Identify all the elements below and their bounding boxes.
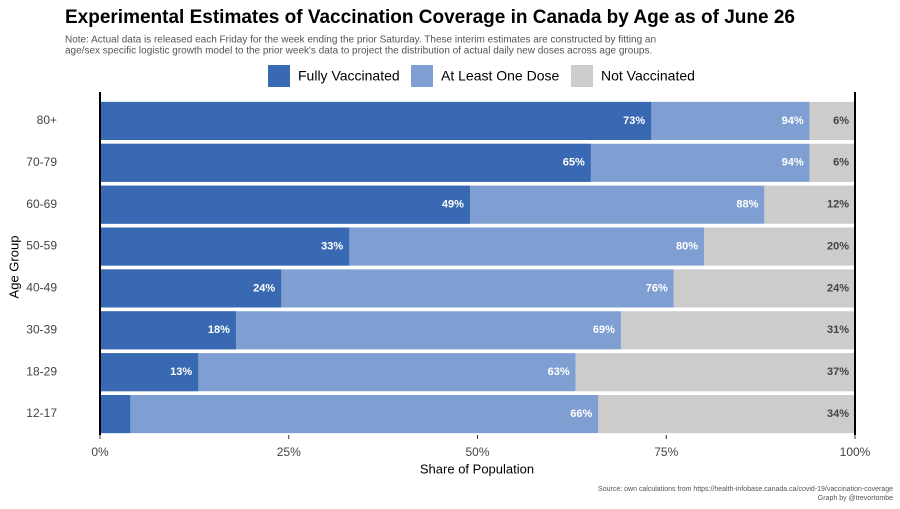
y-tick-label: 30-39 [26, 322, 57, 336]
bar-segment [673, 269, 855, 308]
value-label: 94% [782, 157, 804, 169]
y-tick-label: 50-59 [26, 239, 57, 253]
bar-segment [100, 143, 591, 182]
bar-segment [100, 269, 282, 308]
bar-segment [764, 185, 855, 224]
value-label: 76% [646, 282, 668, 294]
bar-segment [100, 227, 350, 266]
value-label: 31% [827, 324, 849, 336]
y-tick-label: 70-79 [26, 155, 57, 169]
bar-segment [100, 185, 470, 224]
value-label: 65% [563, 157, 585, 169]
value-label: 49% [442, 199, 464, 211]
value-label: 18% [208, 324, 230, 336]
bar-segment [620, 311, 855, 350]
value-label: 37% [827, 366, 849, 378]
value-label: 20% [827, 240, 849, 252]
caption: Source: own calculations from https://he… [598, 486, 893, 493]
bar-segment [704, 227, 855, 266]
y-tick-label: 18-29 [26, 364, 57, 378]
y-tick-label: 40-49 [26, 281, 57, 295]
x-tick-label: 25% [277, 445, 301, 459]
bar-segment [575, 353, 855, 392]
bar-segment [598, 395, 855, 434]
value-label: 63% [548, 366, 570, 378]
bar-segment [809, 143, 855, 182]
legend-label: Fully Vaccinated [298, 68, 400, 84]
value-label: 12% [827, 199, 849, 211]
legend-swatch [571, 65, 593, 87]
legend-swatch [268, 65, 290, 87]
value-label: 24% [827, 282, 849, 294]
value-label: 94% [782, 115, 804, 127]
value-label: 13% [170, 366, 192, 378]
value-label: 6% [833, 115, 849, 127]
value-label: 73% [623, 115, 645, 127]
legend-label: At Least One Dose [441, 68, 560, 84]
y-tick-label: 80+ [37, 113, 57, 127]
value-label: 6% [833, 157, 849, 169]
value-label: 66% [570, 408, 592, 420]
bar-segment [100, 395, 599, 434]
x-tick-label: 50% [465, 445, 489, 459]
bar-segment [100, 395, 131, 434]
chart-note: age/sex specific logistic growth model t… [65, 46, 652, 57]
chart-note: Note: Actual data is released each Frida… [65, 35, 656, 46]
value-label: 69% [593, 324, 615, 336]
x-axis-label: Share of Population [420, 461, 534, 476]
value-label: 88% [736, 199, 758, 211]
y-tick-label: 60-69 [26, 197, 57, 211]
bar-segment [809, 101, 855, 140]
bar-segment [100, 101, 652, 140]
y-axis-label: Age Group [6, 236, 21, 299]
chart-title: Experimental Estimates of Vaccination Co… [65, 7, 795, 28]
value-label: 34% [827, 408, 849, 420]
y-tick-label: 12-17 [26, 406, 57, 420]
x-tick-label: 75% [654, 445, 678, 459]
value-label: 24% [253, 282, 275, 294]
value-label: 80% [676, 240, 698, 252]
legend-label: Not Vaccinated [601, 68, 695, 84]
caption: Graph by @trevortombe [818, 495, 893, 502]
legend-swatch [411, 65, 433, 87]
x-tick-label: 0% [91, 445, 109, 459]
bar-segment [100, 353, 199, 392]
value-label: 33% [321, 240, 343, 252]
x-tick-label: 100% [840, 445, 871, 459]
bar-segment [100, 311, 236, 350]
